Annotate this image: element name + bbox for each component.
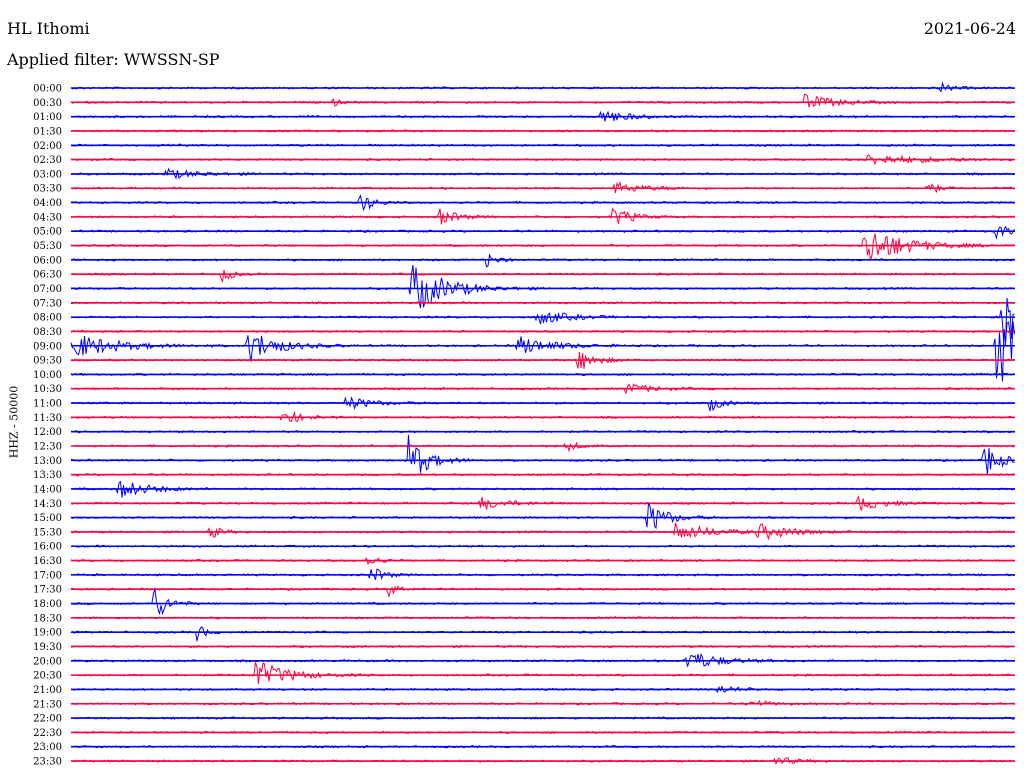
row-label: 20:00 bbox=[33, 656, 62, 667]
row-label: 16:30 bbox=[33, 556, 62, 567]
traces bbox=[70, 81, 1015, 766]
row-label: 19:30 bbox=[33, 642, 62, 653]
row-label: 17:00 bbox=[33, 570, 62, 581]
row-label: 22:00 bbox=[33, 714, 62, 725]
trace-row-0600 bbox=[70, 253, 1015, 268]
row-label: 01:00 bbox=[33, 112, 62, 123]
row-labels: 00:00 00:30 01:00 01:30 02:00 02:30 03:00 03:30… bbox=[33, 84, 62, 768]
row-label: 05:00 bbox=[33, 227, 62, 238]
filter-label: Applied filter: WWSSN-SP bbox=[7, 50, 220, 69]
row-label: 10:00 bbox=[33, 370, 62, 381]
trace-row-0530 bbox=[70, 233, 1015, 261]
row-label: 00:00 bbox=[33, 84, 62, 95]
trace-row-1100 bbox=[70, 396, 1015, 412]
row-label: 20:30 bbox=[33, 671, 62, 682]
row-label: 19:00 bbox=[33, 628, 62, 639]
trace-row-0800 bbox=[70, 297, 1015, 349]
trace-row-0700 bbox=[70, 265, 1015, 309]
row-label: 22:30 bbox=[33, 728, 62, 739]
row-label: 03:30 bbox=[33, 184, 62, 195]
trace-row-0030 bbox=[70, 93, 1015, 108]
row-label: 12:30 bbox=[33, 442, 62, 453]
row-label: 07:00 bbox=[33, 284, 62, 295]
row-label: 12:00 bbox=[33, 427, 62, 438]
row-label: 23:30 bbox=[33, 757, 62, 768]
row-label: 10:30 bbox=[33, 384, 62, 395]
row-label: 08:30 bbox=[33, 327, 62, 338]
row-label: 13:30 bbox=[33, 470, 62, 481]
row-label: 17:30 bbox=[33, 585, 62, 596]
row-label: 14:30 bbox=[33, 499, 62, 510]
row-label: 07:30 bbox=[33, 298, 62, 309]
station-title: HL Ithomi bbox=[7, 19, 90, 38]
trace-row-0630 bbox=[70, 269, 1015, 283]
row-label: 09:00 bbox=[33, 341, 62, 352]
trace-row-0500 bbox=[70, 225, 1015, 241]
row-label: 23:00 bbox=[33, 742, 62, 753]
row-label: 13:00 bbox=[33, 456, 62, 467]
trace-row-1900 bbox=[70, 626, 1015, 642]
trace-row-1530 bbox=[70, 522, 1015, 541]
row-label: 15:30 bbox=[33, 527, 62, 538]
row-label: 03:00 bbox=[33, 169, 62, 180]
trace-row-2030 bbox=[70, 662, 1015, 685]
row-label: 01:30 bbox=[33, 126, 62, 137]
row-label: 09:30 bbox=[33, 356, 62, 367]
date-label: 2021-06-24 bbox=[923, 19, 1016, 38]
row-label: 06:00 bbox=[33, 255, 62, 266]
row-label: 15:00 bbox=[33, 513, 62, 524]
row-label: 02:30 bbox=[33, 155, 62, 166]
row-label: 02:00 bbox=[33, 141, 62, 152]
row-label: 18:30 bbox=[33, 613, 62, 624]
row-label: 16:00 bbox=[33, 542, 62, 553]
row-label: 11:00 bbox=[33, 399, 62, 410]
row-label: 08:00 bbox=[33, 313, 62, 324]
row-label: 04:30 bbox=[33, 212, 62, 223]
trace-row-1230 bbox=[70, 441, 1015, 453]
row-label: 14:00 bbox=[33, 484, 62, 495]
trace-row-1800 bbox=[70, 588, 1015, 616]
row-label: 11:30 bbox=[33, 413, 62, 424]
trace-row-1730 bbox=[70, 585, 1015, 598]
row-label: 21:00 bbox=[33, 685, 62, 696]
row-label: 00:30 bbox=[33, 98, 62, 109]
trace-row-0900 bbox=[70, 321, 1015, 382]
row-label: 04:00 bbox=[33, 198, 62, 209]
trace-row-1300 bbox=[70, 434, 1015, 475]
row-label: 05:30 bbox=[33, 241, 62, 252]
row-label: 18:00 bbox=[33, 599, 62, 610]
row-label: 06:30 bbox=[33, 270, 62, 281]
row-label: 21:30 bbox=[33, 699, 62, 710]
